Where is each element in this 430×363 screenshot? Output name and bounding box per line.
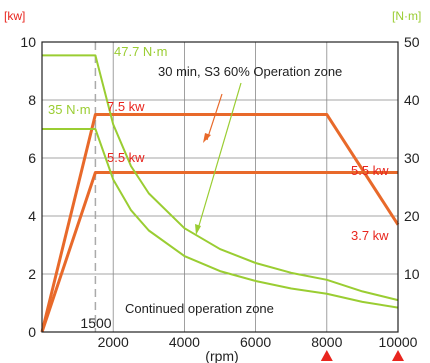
y-right-tick-label: 30 bbox=[404, 150, 420, 166]
y-left-tick-label: 2 bbox=[28, 266, 36, 282]
y-left-tick-label: 4 bbox=[28, 208, 36, 224]
x-tick-label: 6000 bbox=[240, 334, 271, 350]
speed-marker-triangle bbox=[392, 350, 404, 361]
torque-curve-4 bbox=[42, 128, 399, 309]
s3-power-label: 7.5 kw bbox=[107, 99, 145, 114]
s1-zone-arrow-head bbox=[195, 224, 201, 235]
x-tick-label: 2000 bbox=[98, 334, 129, 350]
series-layer bbox=[40, 54, 400, 333]
s3-power-high-label: 3.7 kw bbox=[351, 228, 389, 243]
y-right-tick-label: 40 bbox=[404, 92, 420, 108]
s1-power-high-label: 5.5 kw bbox=[351, 163, 389, 178]
left-axis-unit: [kw] bbox=[4, 9, 25, 23]
x-tick-label: 4000 bbox=[169, 334, 200, 350]
x-axis-label: (rpm) bbox=[205, 348, 238, 363]
y-left-tick-label: 0 bbox=[28, 324, 36, 340]
y-left-tick-label: 6 bbox=[28, 150, 36, 166]
speed-marker-triangle bbox=[320, 350, 333, 361]
s1-torque-label: 35 N·m bbox=[48, 102, 91, 117]
y-right-tick-label: 20 bbox=[404, 208, 420, 224]
grid-lines bbox=[42, 42, 398, 332]
power-curve-2 bbox=[40, 171, 398, 333]
s3-torque-label: 47.7 N·m bbox=[114, 44, 167, 59]
torque-curve-3 bbox=[42, 54, 399, 302]
s3-zone-label: 30 min, S3 60% Operation zone bbox=[158, 64, 342, 79]
power-curve-1 bbox=[40, 113, 400, 333]
s1-power-label: 5.5 kw bbox=[107, 150, 145, 165]
y-left-tick-label: 8 bbox=[28, 92, 36, 108]
x-tick-label: 10000 bbox=[379, 334, 418, 350]
right-axis-unit: [N·m] bbox=[392, 9, 421, 23]
x-tick-label: 8000 bbox=[311, 334, 342, 350]
plot-frame bbox=[41, 41, 399, 333]
s3-zone-arrow-head bbox=[203, 133, 211, 143]
base-speed-label: 1500 bbox=[80, 315, 111, 331]
y-right-tick-label: 10 bbox=[404, 266, 420, 282]
y-right-tick-label: 50 bbox=[404, 34, 420, 50]
s1-zone-arrow bbox=[197, 82, 242, 230]
y-left-tick-label: 10 bbox=[20, 34, 36, 50]
speed-markers bbox=[320, 350, 404, 361]
tick-labels: 0 2 4 6 8 10 10 20 30 40 50 2000 4000 6000 8000 10000 bbox=[20, 34, 419, 350]
s1-zone-label: Continued operation zone bbox=[125, 301, 274, 316]
s3-zone-arrow bbox=[206, 93, 223, 141]
